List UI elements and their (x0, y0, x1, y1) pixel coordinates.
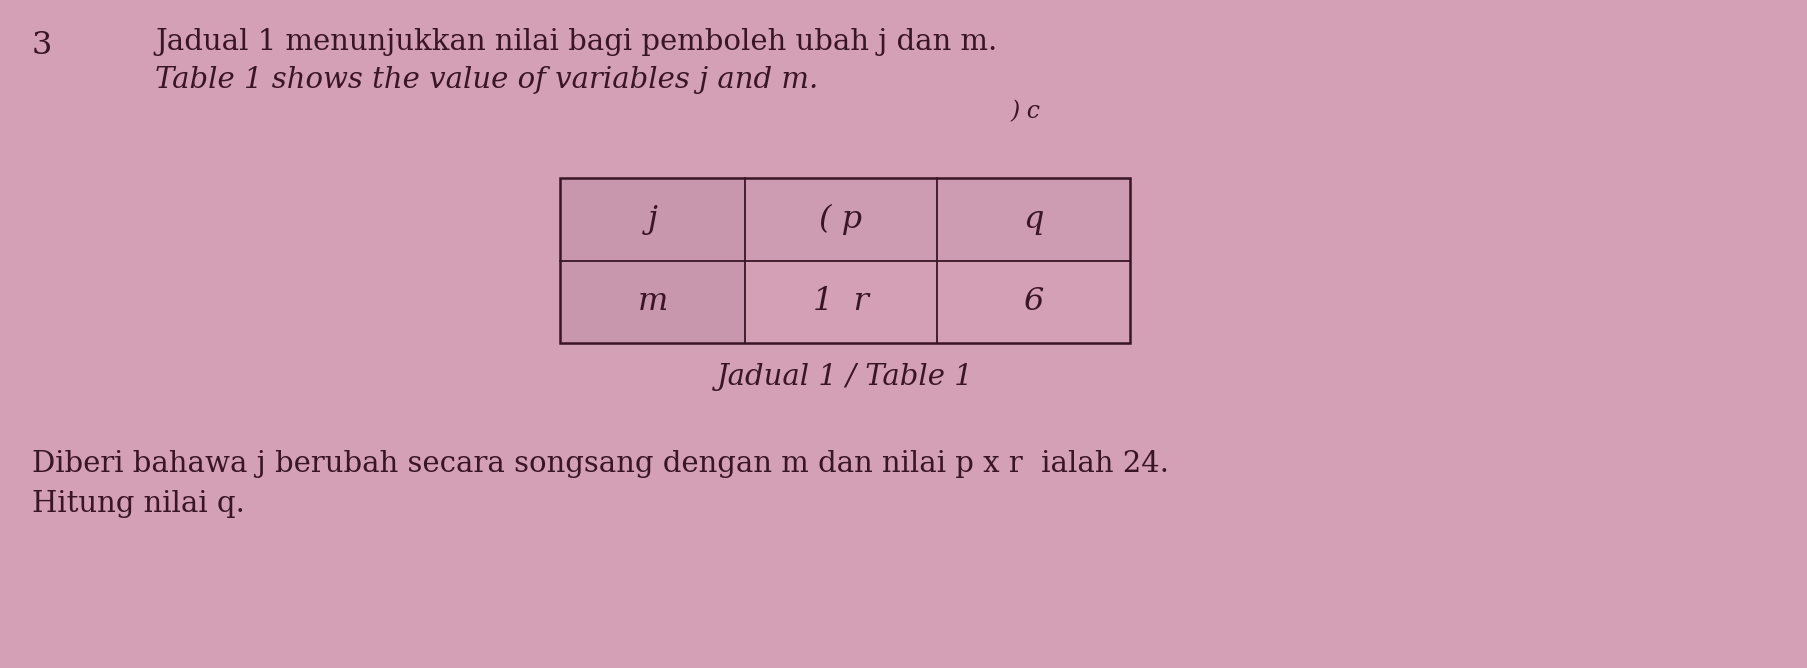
Text: 1  r: 1 r (813, 287, 869, 317)
Text: Jadual 1 / Table 1: Jadual 1 / Table 1 (716, 363, 972, 391)
Text: Diberi bahawa j berubah secara songsang dengan m dan nilai p x r  ialah 24.: Diberi bahawa j berubah secara songsang … (33, 450, 1169, 478)
Text: j: j (647, 204, 658, 234)
Text: ( p: ( p (819, 204, 862, 235)
Text: ) c: ) c (1010, 100, 1039, 123)
Text: 3: 3 (33, 30, 52, 61)
Bar (560, 178, 744, 343)
Bar (560, 178, 1129, 343)
Text: Jadual 1 menunjukkan nilai bagi pemboleh ubah j dan m.: Jadual 1 menunjukkan nilai bagi pemboleh… (155, 28, 997, 56)
Bar (744, 178, 1129, 261)
Text: m: m (636, 287, 667, 317)
Text: Table 1 shows the value of variables j and m.: Table 1 shows the value of variables j a… (155, 66, 819, 94)
Text: Hitung nilai q.: Hitung nilai q. (33, 490, 244, 518)
Text: q: q (1023, 204, 1043, 234)
Text: 6: 6 (1023, 287, 1043, 317)
